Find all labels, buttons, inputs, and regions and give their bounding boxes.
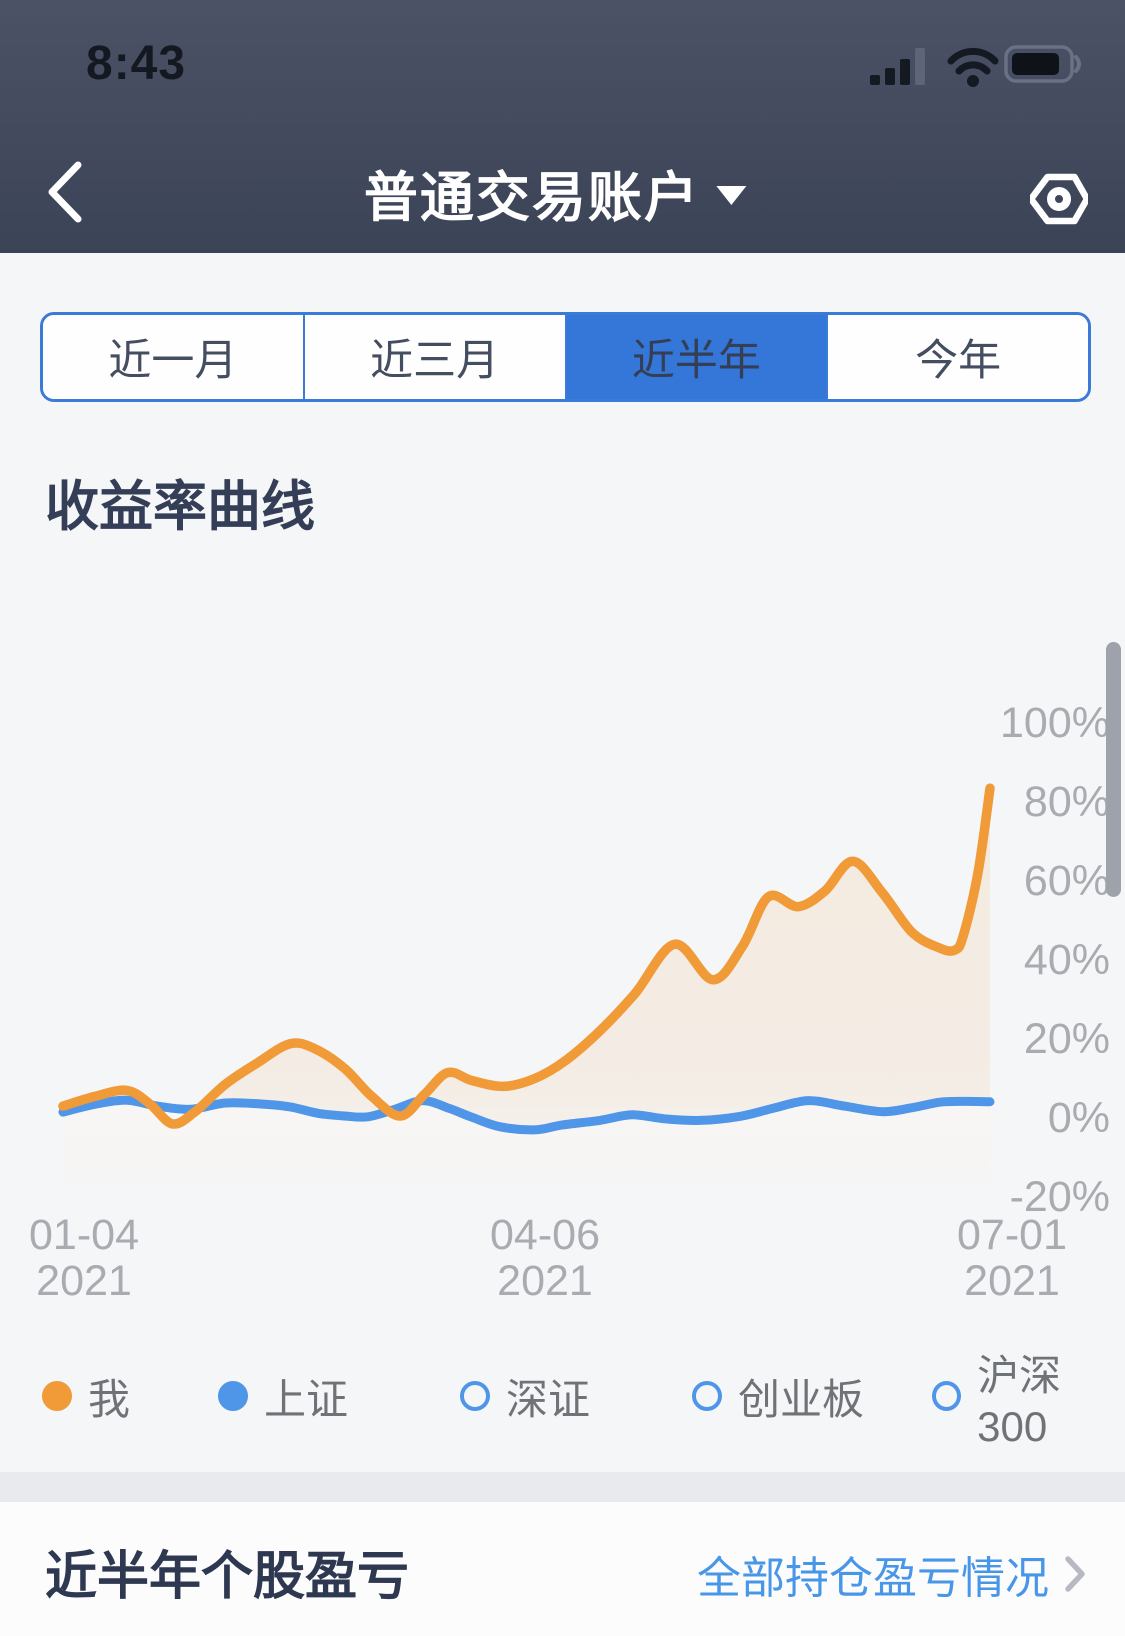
period-tab-bar: 近一月 近三月 近半年 今年: [40, 312, 1091, 402]
x-axis-label: 07-01 2021: [957, 1211, 1067, 1305]
legend-dot-icon: [692, 1381, 722, 1411]
legend-item-me[interactable]: 我: [42, 1368, 130, 1424]
y-axis-label: 40%: [1023, 936, 1110, 984]
chart-title: 收益率曲线: [45, 477, 315, 537]
settings-button[interactable]: [1030, 166, 1088, 234]
wifi-icon: [947, 47, 999, 87]
y-axis-label: 0%: [1047, 1094, 1110, 1142]
header-bar: 8:43 普通交易账户: [0, 0, 1125, 253]
y-axis-label: 20%: [1023, 1015, 1110, 1063]
tab-1-month[interactable]: 近一月: [43, 315, 305, 399]
caret-down-icon: [715, 185, 746, 205]
series-me-area: [63, 788, 990, 1190]
y-axis-label: 100%: [1000, 699, 1110, 747]
legend-dot-icon: [460, 1381, 490, 1411]
legend-item-shanghai[interactable]: 上证: [218, 1368, 348, 1424]
legend-item-csi300[interactable]: 沪深300: [932, 1352, 1125, 1450]
legend-dot-icon: [42, 1381, 72, 1411]
chevron-right-icon: [1065, 1556, 1085, 1592]
tab-this-year[interactable]: 今年: [828, 315, 1088, 399]
battery-icon: [1004, 45, 1081, 83]
legend-item-chinext[interactable]: 创业板: [692, 1368, 864, 1424]
x-axis-label: 01-04 2021: [29, 1211, 139, 1305]
status-time: 8:43: [86, 37, 187, 90]
x-axis-label: 04-06 2021: [490, 1211, 600, 1305]
footer-title: 近半年个股盈亏: [45, 1548, 410, 1606]
returns-line-chart: [58, 783, 995, 1190]
series-shanghai-area: [63, 1100, 990, 1190]
account-switcher[interactable]: 普通交易账户: [364, 150, 746, 234]
y-axis-label: 80%: [1023, 778, 1110, 826]
y-axis-label: -20%: [1009, 1173, 1110, 1221]
legend-dot-icon: [218, 1381, 248, 1411]
cellular-signal-icon: [870, 48, 925, 85]
y-axis-label: 60%: [1023, 857, 1110, 905]
back-button[interactable]: [40, 158, 88, 226]
page-title: 普通交易账户: [363, 167, 700, 228]
footer-section: 近半年个股盈亏 全部持仓盈亏情况: [0, 1502, 1125, 1636]
legend-item-shenzhen[interactable]: 深证: [460, 1368, 590, 1424]
all-positions-link[interactable]: 全部持仓盈亏情况: [697, 1542, 1087, 1606]
tab-3-months[interactable]: 近三月: [304, 315, 567, 399]
page-scrollbar[interactable]: [1106, 642, 1121, 897]
series-shanghai-line: [58, 1095, 995, 1135]
series-me-line: [58, 783, 995, 1129]
tab-6-months[interactable]: 近半年: [566, 315, 829, 399]
legend-dot-icon: [932, 1381, 962, 1411]
section-divider: [0, 1472, 1125, 1502]
